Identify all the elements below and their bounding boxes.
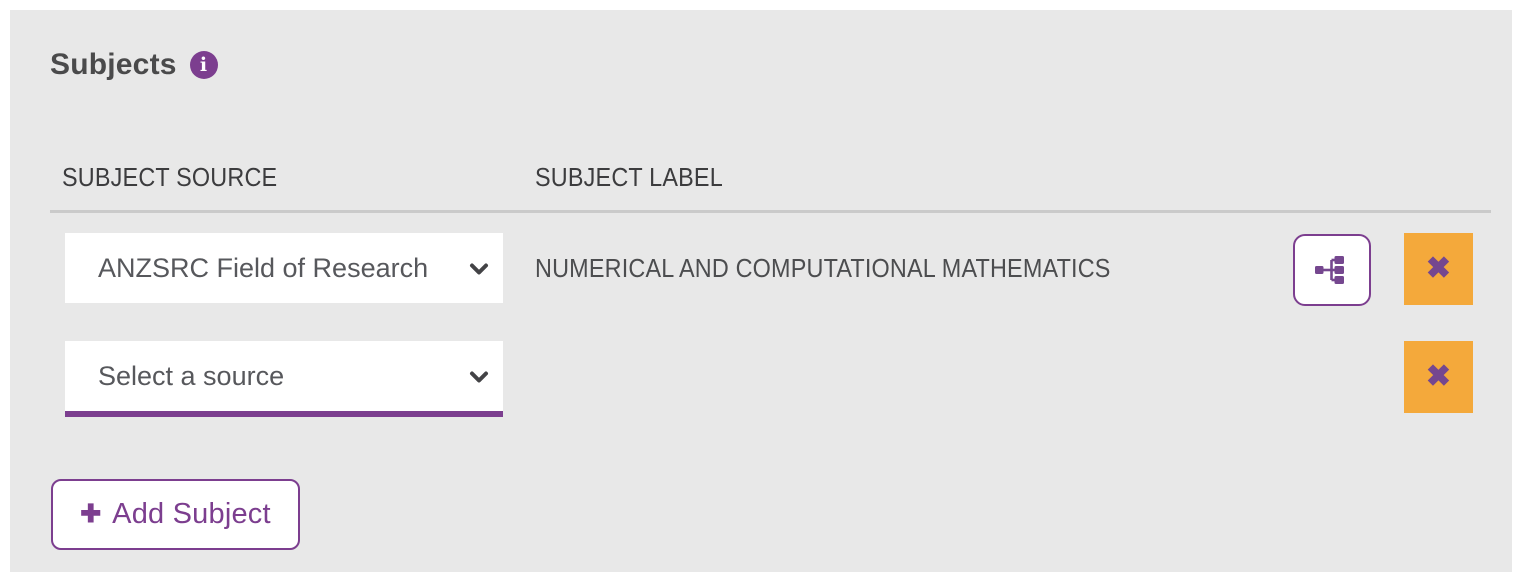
select-value: ANZSRC Field of Research [98, 253, 429, 283]
section-heading: Subjects i [50, 48, 218, 82]
chevron-down-icon [470, 263, 488, 275]
column-header-subject-label: SUBJECT LABEL [535, 162, 723, 192]
plus-icon: ✚ [80, 500, 102, 528]
subjects-panel: Subjects i SUBJECT SOURCE SUBJECT LABEL … [10, 10, 1512, 572]
subject-label-row1: NUMERICAL AND COMPUTATIONAL MATHEMATICS [535, 252, 1111, 283]
hierarchy-tree-icon [1315, 256, 1344, 284]
browse-hierarchy-button[interactable] [1293, 234, 1371, 306]
x-icon: ✖ [1425, 360, 1452, 393]
select-placeholder: Select a source [98, 361, 285, 391]
info-circle-icon[interactable]: i [189, 51, 218, 79]
header-divider [50, 210, 1491, 213]
add-subject-label: Add Subject [112, 498, 271, 530]
info-glyph: i [199, 53, 208, 76]
page-title: Subjects [50, 48, 177, 81]
remove-subject-button-row1[interactable]: ✖ [1404, 233, 1473, 305]
column-header-subject-source: SUBJECT SOURCE [62, 162, 278, 192]
chevron-down-icon [470, 371, 488, 383]
x-icon: ✖ [1425, 252, 1452, 285]
subject-source-select-row1[interactable]: ANZSRC Field of Research [65, 233, 503, 303]
subject-source-select-row2[interactable]: Select a source [65, 341, 503, 417]
add-subject-button[interactable]: ✚ Add Subject [51, 479, 300, 550]
remove-subject-button-row2[interactable]: ✖ [1404, 341, 1473, 413]
